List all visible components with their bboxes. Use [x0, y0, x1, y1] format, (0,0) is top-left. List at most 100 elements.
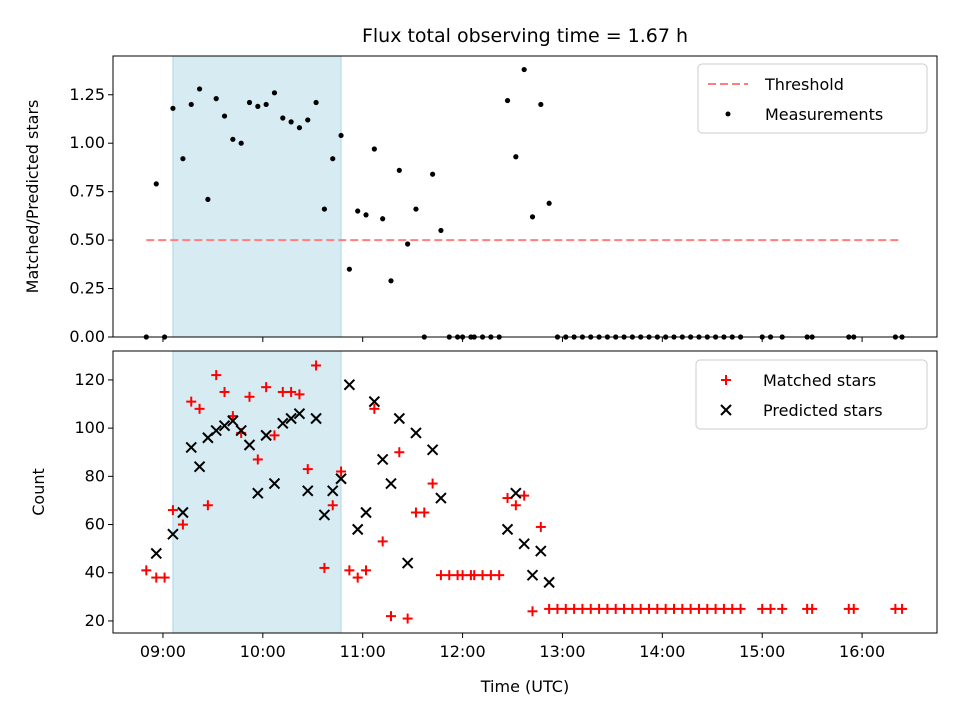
predicted-star-point [243, 439, 256, 451]
predicted-star-point [318, 509, 331, 521]
predicted-star-point [385, 477, 397, 490]
predicted-star-point [376, 453, 389, 466]
predicted-star-point [327, 485, 339, 497]
predicted-star-point [368, 395, 381, 408]
measurement-point [346, 266, 352, 272]
measurement-point [521, 66, 527, 73]
top-y-axis-label: Matched/Predicted stars [23, 100, 42, 294]
measurement-point [221, 113, 228, 119]
matched-star-point [419, 507, 430, 518]
bottom-y-axis-label: Count [29, 468, 48, 516]
matched-stars-points [141, 360, 908, 624]
top-y-tick-label: 0.00 [69, 327, 105, 346]
predicted-star-point [227, 415, 239, 427]
matched-star-point [319, 562, 330, 573]
matched-star-point [252, 454, 263, 465]
predicted-star-point [360, 506, 372, 519]
measurement-point [230, 136, 236, 142]
matched-star-point [269, 430, 280, 441]
matched-star-point [352, 572, 363, 583]
bottom-y-tick-label: 40 [85, 563, 105, 582]
top-legend-box [697, 63, 928, 134]
legend-predicted-label: Predicted stars [763, 401, 883, 420]
measurement-point [188, 101, 194, 108]
predicted-star-point [277, 417, 289, 430]
matched-star-point [141, 565, 152, 576]
measurement-point [271, 90, 278, 96]
measurement-point [321, 206, 328, 212]
measurement-point [170, 105, 176, 111]
predicted-star-point [193, 460, 206, 473]
x-tick-label: 14:00 [639, 642, 685, 661]
measurement-point [546, 200, 552, 206]
matched-star-point [897, 603, 908, 614]
legend-predicted-swatch [720, 404, 732, 416]
top-y-ticks: 0.00 0.25 0.50 0.75 1.00 1.25 [69, 85, 113, 346]
matched-star-point [327, 500, 338, 511]
predicted-star-point [150, 547, 162, 560]
matched-star-point [167, 505, 178, 516]
predicted-star-point [310, 412, 322, 425]
matched-star-point [186, 396, 197, 407]
matched-star-point [311, 360, 322, 371]
x-tick-label: 09:00 [140, 642, 186, 661]
bottom-legend-box [695, 359, 928, 430]
predicted-star-point [435, 492, 447, 504]
top-y-tick-label: 0.25 [69, 279, 105, 298]
predicted-star-point [501, 523, 514, 536]
bottom-x-ticks: 09:00 10:00 11:00 12:00 13:00 14:00 15:00 16:00 [140, 633, 885, 661]
predicted-star-point [410, 427, 422, 439]
legend-measurements-swatch [725, 111, 731, 117]
matched-star-point [369, 403, 380, 414]
matched-star-point [402, 613, 413, 624]
matched-star-point [394, 447, 405, 458]
measurement-point [380, 216, 386, 222]
legend-measurements-label: Measurements [765, 105, 883, 124]
predicted-star-point [167, 528, 179, 540]
measurement-point [388, 278, 394, 284]
legend-threshold-label: Threshold [764, 75, 844, 94]
measurement-point [153, 181, 159, 187]
predicted-star-point [343, 379, 356, 391]
predicted-star-point [285, 412, 297, 425]
predicted-star-point [393, 412, 406, 425]
matched-star-point [294, 389, 305, 400]
measurement-point [196, 86, 203, 92]
measurement-point [529, 214, 536, 220]
predicted-star-point [518, 538, 530, 550]
predicted-star-point [401, 557, 414, 569]
matched-star-point [777, 603, 788, 614]
top-legend: Threshold Measurements [697, 63, 928, 134]
bottom-panel: 20 40 60 80 100 120 09:00 10:00 11:00 12:00 13:00… [29, 350, 938, 696]
bottom-y-tick-label: 20 [85, 611, 105, 630]
x-tick-label: 12:00 [440, 642, 486, 661]
legend-matched-label: Matched stars [763, 371, 876, 390]
predicted-star-point [535, 545, 547, 557]
measurement-point [246, 99, 253, 106]
matched-star-point [494, 570, 505, 581]
measurement-point [296, 125, 303, 131]
predicted-star-point [526, 569, 539, 581]
matched-star-point [535, 521, 546, 532]
matched-star-point [519, 490, 530, 501]
measurement-point [305, 117, 311, 123]
bottom-axes-frame [112, 350, 938, 634]
predicted-star-point [218, 420, 231, 432]
predicted-star-point [260, 429, 272, 442]
top-y-tick-label: 1.25 [69, 85, 105, 104]
matched-star-point [765, 603, 776, 614]
matched-star-point [361, 565, 372, 576]
predicted-star-point [235, 424, 247, 437]
predicted-star-point [426, 444, 439, 456]
legend-predicted-marker [720, 404, 732, 416]
top-x-ticks [162, 337, 863, 342]
predicted-star-point [293, 407, 306, 420]
measurement-point [355, 208, 361, 214]
measurement-point [330, 156, 336, 162]
top-axes-frame [112, 55, 938, 338]
predicted-star-point [335, 473, 347, 485]
matched-star-point [510, 500, 521, 511]
matched-star-point [527, 606, 538, 617]
top-panel: 0.00 0.25 0.50 0.75 1.00 1.25 Flux total obse… [23, 25, 938, 346]
legend-matched-marker [721, 375, 731, 385]
